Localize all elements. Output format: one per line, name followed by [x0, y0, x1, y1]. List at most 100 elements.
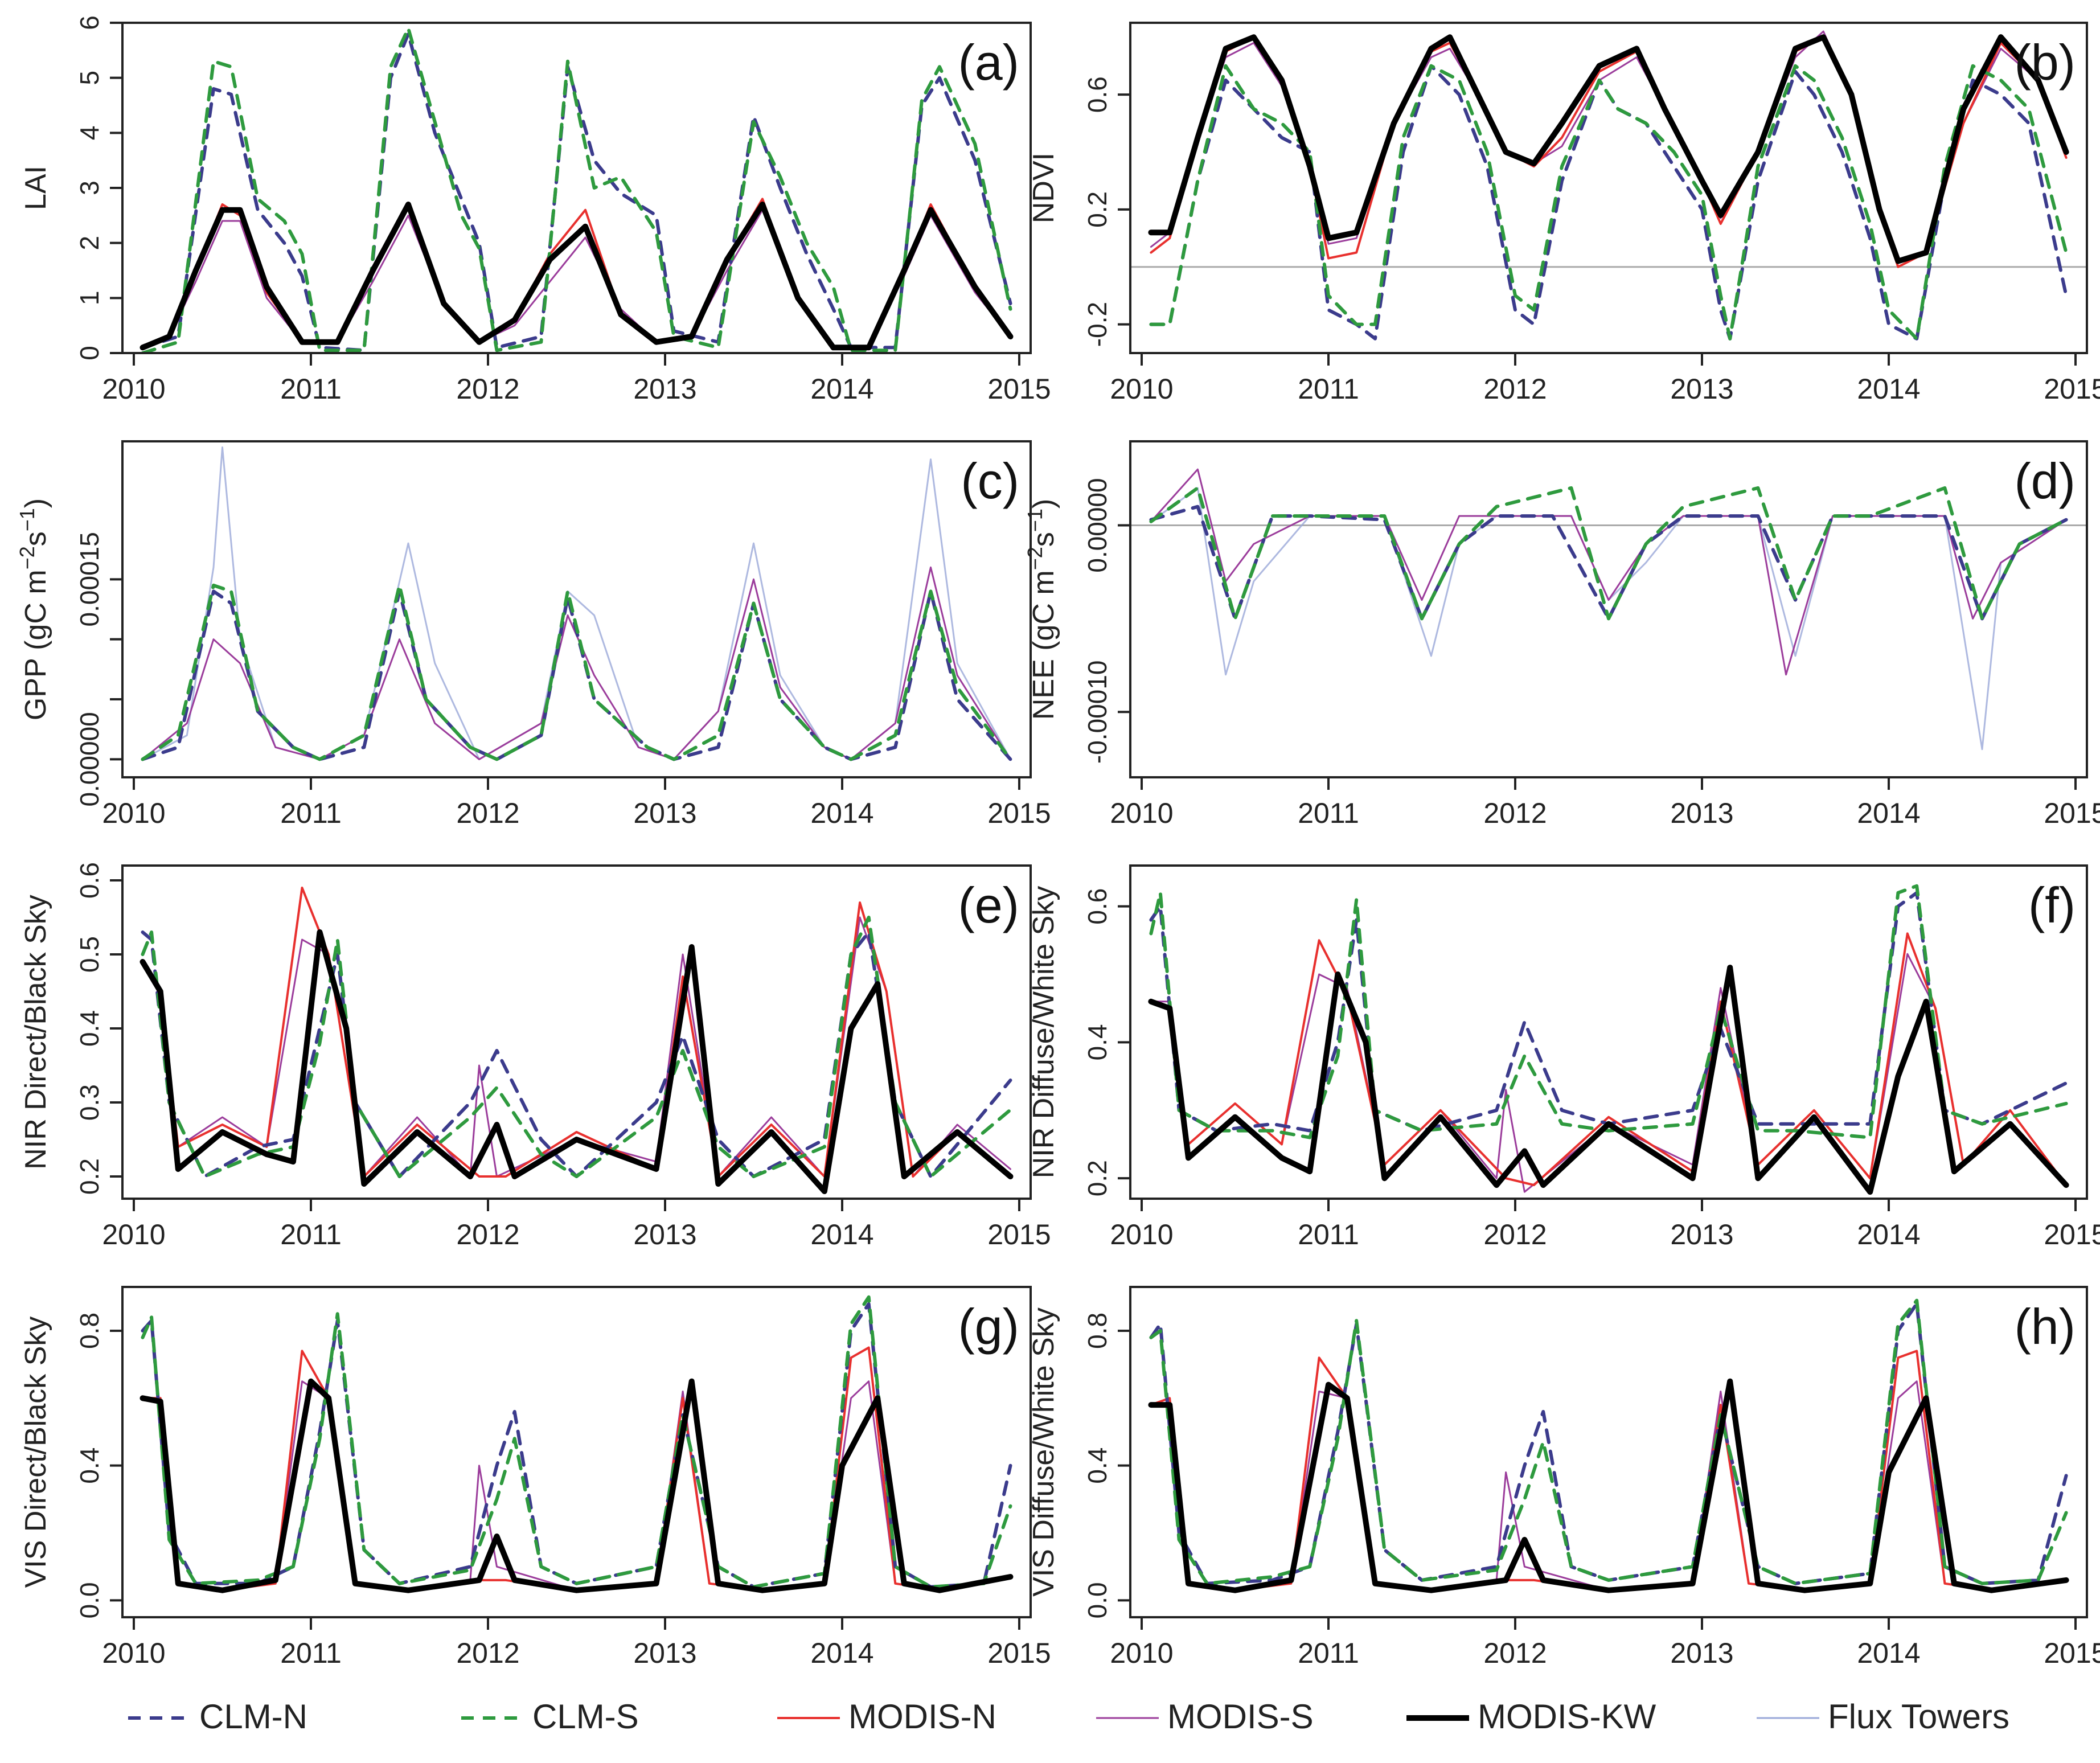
x-tick-label: 2011 — [1298, 797, 1359, 829]
x-tick-label: 2013 — [1670, 797, 1733, 829]
series-line-clmn — [1149, 505, 2068, 621]
legend-label: MODIS-N — [848, 1698, 996, 1736]
series-line-modiskw — [1148, 34, 2069, 264]
series-group — [141, 446, 1012, 761]
plot-frame — [1129, 22, 2088, 354]
series-line-clms — [1149, 1298, 2068, 1585]
series-line-modiskw — [140, 1378, 1014, 1593]
panel-b: 2010 2011 2012 2013 2014 2015 -0.2 0.2 0.6 NDVI (b… — [1027, 22, 2100, 405]
panel-f: 2010 2011 2012 2013 2014 2015 0.2 0.4 0.6 NIR Dif… — [1027, 864, 2100, 1250]
y-tick-label: 0.4 — [75, 1010, 104, 1047]
x-tick-label: 2010 — [102, 373, 165, 405]
panel-label: (g) — [958, 1298, 1019, 1355]
y-tick-label: 0.8 — [1082, 1313, 1112, 1349]
x-tick-label: 2010 — [102, 1637, 165, 1669]
x-tick-label: 2012 — [456, 1637, 519, 1669]
x-tick-label: 2012 — [456, 1219, 519, 1250]
series-line-clms — [1149, 884, 2068, 1139]
legend-label: MODIS-KW — [1478, 1698, 1656, 1736]
legend-item-clmn: CLM-N — [128, 1698, 307, 1736]
series-group — [140, 887, 1014, 1194]
y-tick-label: 0.6 — [1082, 76, 1112, 113]
y-tick-label: 0.8 — [75, 1313, 104, 1349]
series-line-clmn — [141, 930, 1012, 1178]
series-line-modiss — [1150, 468, 2068, 676]
y-tick-label: 1 — [75, 291, 104, 306]
x-tick-label: 2010 — [1110, 1637, 1173, 1669]
series-group — [140, 1295, 1014, 1593]
plot-frame — [121, 1286, 1032, 1618]
series-line-clms — [141, 916, 1012, 1178]
panel-label: (f) — [2028, 877, 2076, 933]
y-tick-label: 0 — [75, 346, 104, 360]
x-tick-label: 2013 — [633, 1219, 696, 1250]
series-group — [140, 26, 1014, 353]
x-tick-label: 2015 — [987, 797, 1051, 829]
y-tick-label: -0.2 — [1082, 302, 1112, 347]
x-tick-label: 2013 — [633, 373, 696, 405]
legend-item-modiskw: MODIS-KW — [1406, 1698, 1656, 1736]
panel-c: 2010 2011 2012 2013 2014 2015 0.00000 0.00015 GP… — [15, 440, 1051, 829]
x-tick-label: 2014 — [810, 1219, 873, 1250]
x-tick-label: 2013 — [1670, 373, 1733, 405]
y-tick-label: 4 — [75, 126, 104, 141]
x-tick-label: 2013 — [633, 1637, 696, 1669]
panel-e: 2010 2011 2012 2013 2014 2015 0.2 0.3 0.4 0.5 0.6 N… — [19, 862, 1051, 1250]
panel-d: 2010 2011 2012 2013 2014 2015 -0.00010 0.00000 N… — [1023, 440, 2100, 829]
legend-label: Flux Towers — [1828, 1698, 2009, 1736]
panel-label: (a) — [958, 34, 1019, 91]
y-tick-label: 0.0 — [75, 1582, 104, 1618]
legend-item-modiss: MODIS-S — [1096, 1698, 1314, 1736]
x-tick-label: 2014 — [1857, 373, 1920, 405]
y-tick-label: 0.2 — [1082, 1160, 1112, 1196]
panel-label: (d) — [2014, 453, 2076, 509]
y-axis-label: GPP (gC m−2s−1) — [15, 498, 52, 720]
x-tick-label: 2012 — [1483, 1637, 1547, 1669]
y-axis-label: NEE (gC m−2s−1) — [1023, 499, 1060, 720]
panel-g: 2010 2011 2012 2013 2014 2015 0.0 0.4 0.8 VIS Dir… — [19, 1286, 1051, 1669]
x-tick-label: 2010 — [1110, 797, 1173, 829]
x-tick-label: 2013 — [1670, 1637, 1733, 1669]
x-tick-label: 2012 — [456, 373, 519, 405]
x-tick-label: 2011 — [1298, 373, 1359, 405]
y-tick-label: 0.00000 — [75, 712, 104, 806]
x-tick-label: 2012 — [1483, 797, 1547, 829]
y-tick-label: 0.3 — [75, 1084, 104, 1121]
y-tick-label: 0.4 — [75, 1448, 104, 1484]
y-tick-label: 0.2 — [1082, 191, 1112, 228]
legend-item-modisn: MODIS-N — [777, 1698, 996, 1736]
y-tick-label: 5 — [75, 71, 104, 85]
y-tick-label: 0.4 — [1082, 1024, 1112, 1060]
y-tick-label: 0.0 — [1082, 1582, 1112, 1618]
plot-frame — [121, 22, 1032, 354]
y-tick-label: 0.2 — [75, 1158, 104, 1195]
x-tick-label: 2012 — [1483, 373, 1547, 405]
x-tick-label: 2014 — [1857, 1219, 1920, 1250]
y-tick-label: 0.00015 — [75, 532, 104, 626]
series-line-clms — [141, 26, 1012, 353]
y-tick-label: 0.6 — [75, 862, 104, 899]
series-group — [1148, 884, 2069, 1195]
series-group — [1148, 1298, 2069, 1593]
y-tick-label: 3 — [75, 181, 104, 195]
x-tick-label: 2011 — [1298, 1219, 1359, 1250]
x-tick-label: 2014 — [810, 373, 873, 405]
series-line-clms — [1149, 486, 2068, 621]
x-tick-label: 2012 — [456, 797, 519, 829]
legend-item-clms: CLM-S — [461, 1698, 639, 1736]
x-tick-label: 2013 — [633, 797, 696, 829]
panel-label: (c) — [961, 453, 1019, 509]
series-line-modiskw — [1148, 965, 2069, 1195]
series-group — [1149, 468, 2068, 751]
plot-frame — [121, 864, 1032, 1200]
x-tick-label: 2011 — [280, 1637, 342, 1669]
x-tick-label: 2010 — [102, 1219, 165, 1250]
y-tick-label: 0.5 — [75, 936, 104, 973]
panel-a: 2010 2011 2012 2013 2014 2015 0 1 2 3 4 5 6 LAI (a) — [19, 15, 1051, 405]
x-tick-label: 2014 — [810, 797, 873, 829]
series-group — [1148, 30, 2069, 341]
y-axis-label: NDVI — [1027, 153, 1060, 223]
x-tick-label: 2014 — [810, 1637, 873, 1669]
plot-frame — [1129, 864, 2088, 1200]
y-tick-label: 6 — [75, 15, 104, 30]
